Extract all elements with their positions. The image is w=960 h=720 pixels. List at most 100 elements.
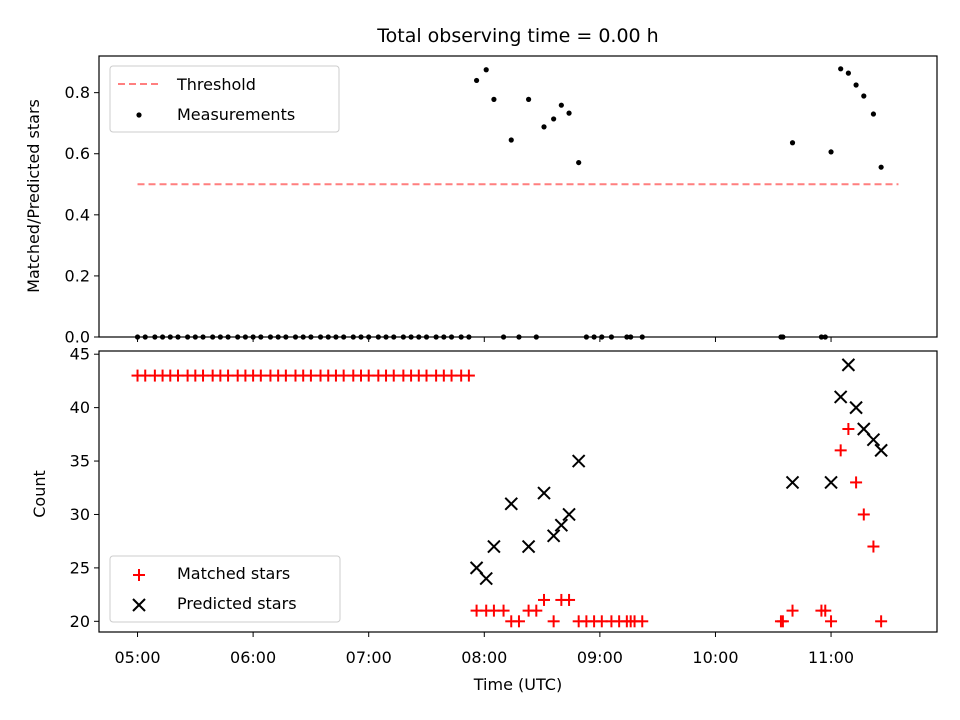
predicted-star-marker: [479, 571, 493, 586]
measurement-point: [483, 67, 489, 73]
matched-star-marker: [538, 593, 551, 606]
predicted-star-marker-b: [479, 571, 493, 586]
matched-star-marker: [512, 615, 525, 628]
predicted-star-marker-b: [833, 390, 848, 404]
top-y-axis-ticks: 0.0 0.2 0.4 0.6 0.8: [65, 83, 99, 347]
predicted-star-marker: [537, 486, 551, 500]
bottom-y-tick-label: 25: [70, 558, 90, 577]
predicted-star-marker-b: [824, 475, 838, 490]
measurement-point: [551, 116, 557, 122]
predicted-star-marker: [562, 507, 576, 522]
predicted-star-marker-b: [554, 518, 569, 532]
bottom-y-tick-label: 35: [70, 452, 90, 471]
predicted-star-marker-b: [504, 497, 518, 511]
measurement-point: [541, 124, 547, 130]
measurement-point: [870, 111, 877, 117]
top-axes-frame: [98, 55, 938, 338]
bottom-legend: Matched stars Predicted stars: [109, 555, 341, 623]
predicted-star-marker-b: [546, 529, 561, 543]
chart-title: Total observing time = 0.00 h: [376, 25, 658, 47]
predicted-star-marker: [849, 400, 863, 415]
measurement-point: [838, 66, 844, 72]
matched-star-marker: [530, 604, 543, 617]
bottom-y-axis-title: Count: [30, 470, 49, 518]
predicted-star-marker-b: [849, 400, 863, 415]
legend-measurements-label: Measurements: [177, 105, 295, 124]
predicted-star-marker: [487, 539, 501, 554]
predicted-star-marker-b: [866, 432, 881, 447]
matched-star-marker: [834, 444, 847, 457]
matched-star-marker: [825, 615, 838, 628]
bottom-y-axis-ticks: 20 25 30 35 40 45: [70, 345, 99, 631]
bottom-x-tick-label: 06:00: [230, 648, 276, 667]
bottom-y-tick-label: 30: [70, 505, 90, 524]
legend-matched-swatch: [133, 569, 145, 581]
top-y-tick-label: 0.8: [65, 83, 90, 102]
measurement-point: [845, 70, 851, 76]
top-y-tick-label: 0.0: [65, 328, 90, 347]
measurement-point: [789, 140, 796, 146]
predicted-star-marker: [833, 390, 848, 404]
measurement-point: [828, 149, 834, 155]
predicted-star-marker: [857, 422, 871, 436]
predicted-star-marker-b: [571, 454, 586, 468]
matched-star-marker: [857, 508, 870, 521]
matched-star-marker: [776, 615, 789, 628]
matched-star-marker: [786, 604, 799, 617]
measurement-point: [558, 102, 564, 108]
predicted-star-marker-b: [487, 539, 501, 554]
predicted-star-marker-b: [874, 443, 888, 458]
predicted-star-marker-b: [469, 561, 484, 575]
predicted-star-marker: [554, 518, 569, 532]
measurement-point: [508, 137, 514, 143]
legend-matched-label: Matched stars: [177, 564, 290, 583]
predicted-star-marker: [866, 432, 881, 447]
top-y-axis-title: Matched/Predicted stars: [24, 99, 43, 293]
predicted-star-marker-b: [785, 475, 800, 490]
measurement-point: [473, 77, 480, 84]
legend-predicted-swatch: [132, 598, 146, 612]
matched-star-marker: [842, 422, 855, 435]
bottom-x-axis-ticks: 05:00 06:00 07:00 08:00 09:00 10:00 11:00: [114, 632, 854, 667]
bottom-axes-frame: [98, 350, 938, 633]
measurement-point: [853, 82, 859, 88]
legend-measurements-swatch: [136, 112, 142, 118]
matched-star-marker: [850, 476, 863, 489]
predicted-star-marker: [469, 561, 484, 575]
predicted-star-marker: [824, 475, 838, 490]
predicted-star-marker: [785, 475, 800, 490]
bottom-x-tick-label: 10:00: [692, 648, 738, 667]
bottom-x-tick-label: 11:00: [808, 648, 854, 667]
matched-star-marker: [563, 593, 576, 606]
bottom-x-tick-label: 09:00: [577, 648, 623, 667]
predicted-star-marker: [521, 539, 536, 554]
matched-star-marker: [636, 615, 649, 628]
top-y-tick-label: 0.2: [65, 266, 90, 285]
measurement-point: [525, 96, 532, 102]
top-y-tick-label: 0.6: [65, 144, 90, 163]
predicted-star-marker: [571, 454, 586, 468]
bottom-y-tick-label: 20: [70, 612, 90, 631]
x-axis-title: Time (UTC): [473, 675, 562, 694]
measurement-point: [878, 164, 884, 170]
measurement-point: [861, 93, 867, 99]
measurement-point: [491, 96, 497, 102]
predicted-star-marker: [874, 443, 888, 458]
predicted-star-marker-b: [841, 358, 856, 372]
predicted-star-marker: [504, 497, 518, 511]
matched-star-marker: [547, 615, 560, 628]
predicted-star-marker: [841, 358, 856, 372]
bottom-y-tick-label: 45: [70, 345, 90, 364]
matched-star-marker: [497, 604, 510, 617]
legend-threshold-label: Threshold: [176, 75, 256, 94]
matched-star-marker: [875, 615, 888, 628]
measurement-point: [576, 159, 582, 166]
predicted-star-marker-b: [562, 507, 576, 522]
bottom-panel: 20 25 30 35 40 45 05:00 06:00 07:00 08:00 09:00 10…: [30, 345, 938, 694]
top-panel: Total observing time = 0.00 h 0.00.20.40…: [24, 25, 938, 347]
bottom-x-tick-label: 08:00: [461, 648, 507, 667]
bottom-plot-marks: [131, 358, 888, 628]
matched-star-marker: [462, 369, 475, 382]
matched-star-marker: [819, 604, 832, 617]
